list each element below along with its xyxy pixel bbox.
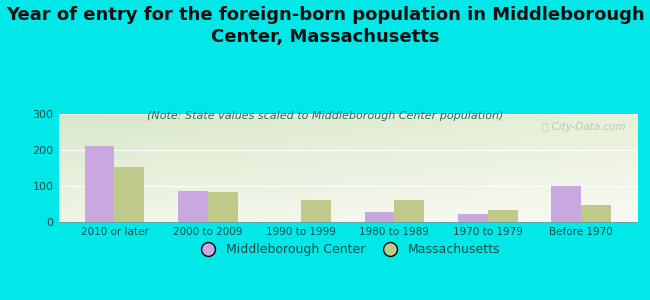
Bar	[458, 214, 488, 222]
Legend: Middleborough Center, Massachusetts: Middleborough Center, Massachusetts	[190, 238, 505, 261]
Bar	[178, 191, 208, 222]
Bar	[395, 200, 424, 222]
Text: (Note: State values scaled to Middleborough Center population): (Note: State values scaled to Middleboro…	[147, 111, 503, 121]
Bar	[581, 205, 611, 222]
Bar	[488, 211, 517, 222]
Text: ⓘ City-Data.com: ⓘ City-Data.com	[542, 122, 625, 132]
Bar	[301, 200, 331, 222]
Bar	[551, 186, 581, 222]
Text: Year of entry for the foreign-born population in Middleborough
Center, Massachus: Year of entry for the foreign-born popul…	[6, 6, 644, 46]
Bar	[365, 212, 395, 222]
Bar	[208, 192, 238, 222]
Bar	[114, 167, 144, 222]
Bar	[84, 146, 114, 222]
